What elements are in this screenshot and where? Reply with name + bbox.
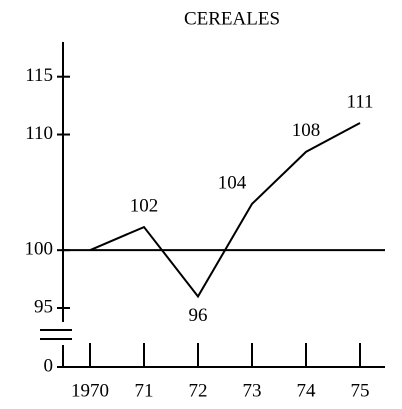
y-tick-label: 95 [34, 296, 53, 317]
x-tick-label: 71 [135, 380, 154, 401]
y-tick-label: 0 [44, 355, 54, 376]
data-label: 104 [218, 172, 247, 193]
y-tick-label: 110 [25, 123, 53, 144]
y-tick-label: 100 [25, 239, 54, 260]
x-tick-label: 73 [243, 380, 262, 401]
data-label: 108 [292, 120, 321, 141]
data-label: 96 [189, 305, 208, 326]
x-tick-label: 1970 [71, 380, 109, 401]
x-tick-label: 74 [297, 380, 317, 401]
data-line [89, 122, 361, 299]
x-tick-label: 72 [189, 380, 208, 401]
data-label: 102 [130, 195, 159, 216]
x-tick-label: 75 [351, 380, 370, 401]
y-tick-label: 115 [25, 65, 53, 86]
data-label: 111 [346, 91, 373, 112]
chart-title: CEREALES [184, 8, 280, 29]
